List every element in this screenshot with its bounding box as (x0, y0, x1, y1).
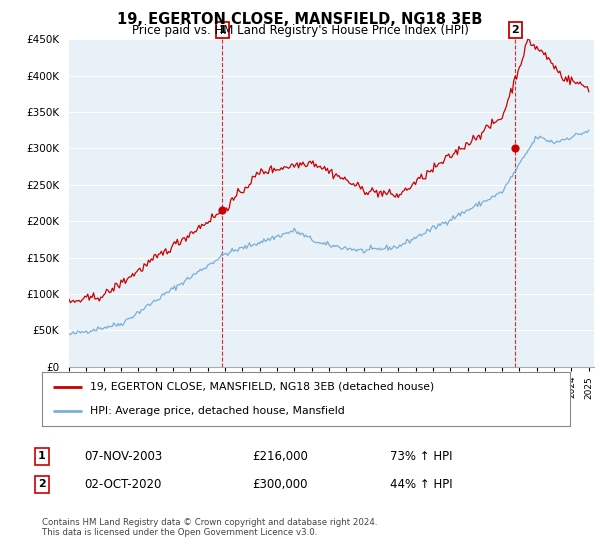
Text: 02-OCT-2020: 02-OCT-2020 (84, 478, 161, 491)
Text: 19, EGERTON CLOSE, MANSFIELD, NG18 3EB (detached house): 19, EGERTON CLOSE, MANSFIELD, NG18 3EB (… (89, 382, 434, 392)
Text: £216,000: £216,000 (252, 450, 308, 463)
Text: 07-NOV-2003: 07-NOV-2003 (84, 450, 162, 463)
Point (511, 144, 520, 153)
Text: 1: 1 (218, 25, 226, 35)
Point (218, 205, 227, 214)
Text: 2: 2 (38, 479, 46, 489)
Text: 44% ↑ HPI: 44% ↑ HPI (390, 478, 452, 491)
Text: Price paid vs. HM Land Registry's House Price Index (HPI): Price paid vs. HM Land Registry's House … (131, 24, 469, 37)
Text: 73% ↑ HPI: 73% ↑ HPI (390, 450, 452, 463)
Text: £300,000: £300,000 (252, 478, 308, 491)
Text: 1: 1 (38, 451, 46, 461)
Text: Contains HM Land Registry data © Crown copyright and database right 2024.
This d: Contains HM Land Registry data © Crown c… (42, 518, 377, 538)
Text: HPI: Average price, detached house, Mansfield: HPI: Average price, detached house, Mans… (89, 406, 344, 416)
Text: 19, EGERTON CLOSE, MANSFIELD, NG18 3EB: 19, EGERTON CLOSE, MANSFIELD, NG18 3EB (118, 12, 482, 27)
Text: 2: 2 (511, 25, 519, 35)
